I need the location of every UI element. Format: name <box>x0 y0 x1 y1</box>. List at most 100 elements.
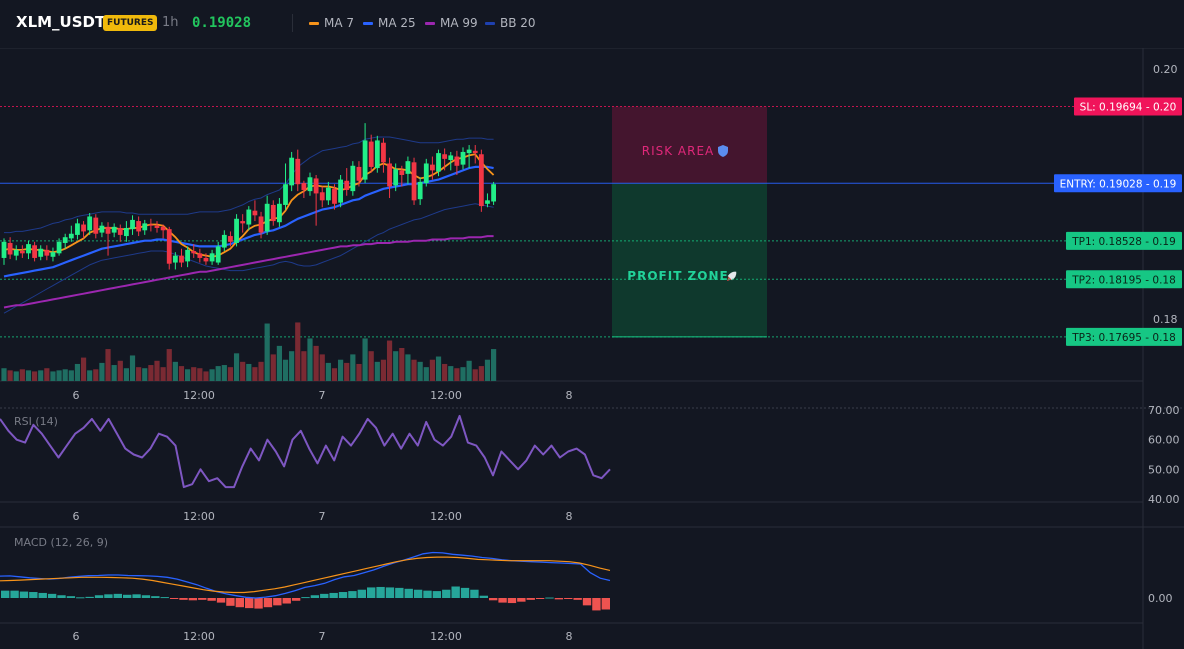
macd-histogram-bar <box>460 587 470 598</box>
macd-histogram-bar <box>320 593 329 598</box>
volume-bar <box>87 370 93 381</box>
volume-bar <box>13 371 19 381</box>
volume-bar <box>368 351 374 381</box>
candle-body <box>460 151 466 165</box>
legend-swatch <box>425 22 435 25</box>
macd-histogram-bar <box>94 595 104 598</box>
candle-body <box>423 163 429 184</box>
volume-bar <box>393 351 399 381</box>
legend-ma7[interactable]: MA 7 <box>309 14 354 32</box>
candle-body <box>203 257 209 262</box>
volume-bar <box>429 359 435 381</box>
macd-histogram-bar <box>442 589 451 598</box>
macd-histogram-bar <box>188 598 198 601</box>
macd-histogram-bar <box>301 597 310 599</box>
candle-body <box>191 251 197 254</box>
volume-bar <box>276 345 282 381</box>
candle-body <box>19 251 25 254</box>
time-tick-macd: 12:00 <box>183 630 215 643</box>
volume-bar <box>423 367 429 381</box>
macd-axis-tick: 0.00 <box>1148 592 1173 605</box>
legend-bb20[interactable]: BB 20 <box>485 14 536 32</box>
macd-histogram-bar <box>582 598 592 606</box>
candle-body <box>338 179 343 203</box>
time-tick-rsi: 12:00 <box>183 510 215 523</box>
volume-bar <box>350 354 356 381</box>
macd-histogram-bar <box>564 598 573 599</box>
volume-bar <box>386 340 393 381</box>
candle-body <box>172 255 178 263</box>
macd-histogram-bar <box>291 598 301 601</box>
candle-body <box>399 170 405 175</box>
time-tick-macd: 8 <box>566 630 573 643</box>
volume-bar <box>62 369 68 381</box>
volume-bar <box>270 354 276 381</box>
candle-body <box>362 140 368 180</box>
volume-bar <box>50 371 56 381</box>
volume-bar <box>435 356 442 381</box>
macd-histogram-bar <box>535 598 545 599</box>
rsi-title: RSI (14) <box>14 415 58 428</box>
volume-bar <box>105 349 111 381</box>
macd-title: MACD (12, 26, 9) <box>14 536 108 549</box>
time-tick-rsi: 6 <box>73 510 80 523</box>
volume-bar <box>111 365 117 381</box>
candle-body <box>13 249 19 256</box>
macd-histogram-bar <box>423 590 432 598</box>
level-tag <box>1074 97 1182 116</box>
candle-body <box>466 149 472 154</box>
symbol-name[interactable]: XLM_USDT <box>16 13 106 31</box>
macd-histogram-bar <box>385 587 395 598</box>
macd-histogram-bar <box>367 587 376 598</box>
legend-ma99[interactable]: MA 99 <box>425 14 478 32</box>
level-tag-label: SL: 0.19694 - 0.20 <box>1080 102 1177 114</box>
legend-label: MA 99 <box>440 16 478 30</box>
candle-body <box>62 237 68 243</box>
volume-bar <box>325 362 331 381</box>
candle-body <box>307 177 313 192</box>
volume-bar <box>38 370 44 381</box>
rsi-line <box>0 414 611 489</box>
candle-body <box>124 227 129 237</box>
last-price: 0.19028 <box>192 15 252 31</box>
level-tag-label: TP2: 0.18195 - 0.18 <box>1071 274 1176 286</box>
legend-swatch <box>309 22 319 25</box>
candle-body <box>246 209 252 225</box>
macd-histogram-bar <box>151 596 160 598</box>
volume-bar <box>99 362 105 381</box>
candle-body <box>478 154 484 207</box>
bb-lower-line <box>3 203 494 314</box>
candle-body <box>38 248 44 257</box>
volume-bar <box>178 366 185 381</box>
volume-bar <box>338 359 344 381</box>
candle-body <box>26 244 31 254</box>
volume-bar <box>19 369 25 381</box>
volume-bar <box>1 368 7 381</box>
candle-body <box>87 216 93 231</box>
macd-histogram-bar <box>57 595 66 598</box>
candle-body <box>75 223 80 235</box>
interval-selector[interactable]: 1h <box>162 15 179 30</box>
candle-body <box>154 225 160 228</box>
candle-body <box>356 166 362 181</box>
volume-bar <box>313 345 319 381</box>
level-tag <box>1066 327 1182 346</box>
candle-body <box>448 155 454 161</box>
volume-bar <box>405 354 411 381</box>
volume-bar <box>209 369 215 381</box>
candle-body <box>387 163 392 187</box>
macd-histogram-bar <box>451 586 460 598</box>
candle-body <box>148 224 154 226</box>
rsi-axis-tick: 70.00 <box>1148 404 1180 417</box>
volume-bar <box>80 357 87 381</box>
level-tag <box>1066 231 1182 250</box>
macd-histogram-bar <box>160 597 169 599</box>
candle-body <box>491 184 496 202</box>
legend-ma25[interactable]: MA 25 <box>363 14 416 32</box>
macd-histogram-bar <box>198 598 207 600</box>
macd-histogram-bar <box>169 598 179 599</box>
volume-bar <box>74 363 81 381</box>
volume-bar <box>460 367 466 381</box>
candle-body <box>130 219 135 230</box>
